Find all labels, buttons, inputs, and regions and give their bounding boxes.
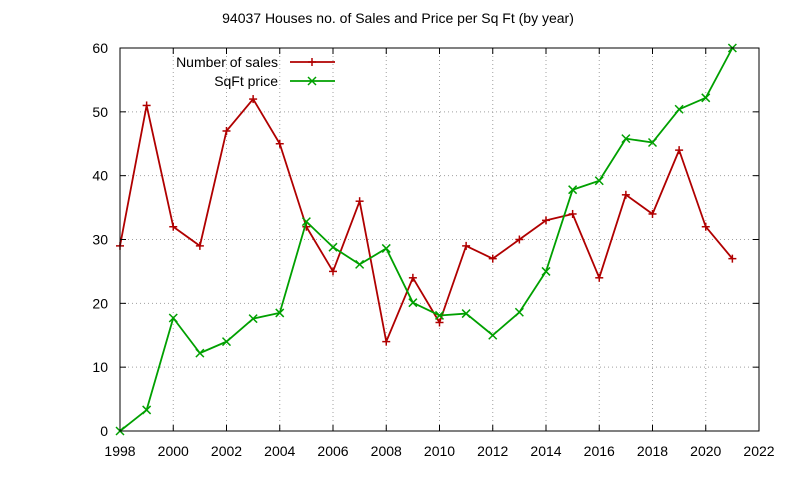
legend-label: Number of sales: [176, 54, 278, 70]
data-point: [301, 217, 311, 227]
data-point: [515, 235, 524, 244]
data-point: [381, 243, 391, 253]
data-point: [728, 254, 737, 263]
y-tick-label: 60: [92, 40, 108, 56]
series-line: [119, 98, 734, 343]
data-point: [222, 126, 231, 135]
x-tick-label: 2022: [743, 443, 774, 459]
chart-title: 94037 Houses no. of Sales and Price per …: [222, 10, 574, 26]
data-point: [514, 307, 524, 317]
data-point: [434, 310, 445, 320]
data-point: [542, 216, 550, 225]
y-tick-label: 10: [92, 359, 108, 375]
x-tick-label: 2012: [477, 443, 508, 459]
data-point: [595, 273, 604, 282]
data-point: [142, 405, 152, 415]
data-point: [488, 254, 497, 263]
data-point: [275, 139, 284, 148]
data-point: [461, 309, 471, 319]
data-point: [594, 176, 604, 186]
data-point: [221, 337, 232, 347]
data-point: [621, 190, 630, 199]
axes: 1998 2000 2002 2004 2006 2008 2010 2012 2014 2016…: [92, 40, 774, 459]
data-point: [701, 93, 711, 103]
series-line: [119, 47, 734, 432]
series-0: [116, 95, 737, 346]
legend: Number of sales SqFt price: [176, 54, 335, 89]
data-point: [621, 134, 631, 144]
legend-swatch-marker: [307, 76, 317, 86]
y-tick-label: 0: [100, 423, 108, 439]
data-point: [701, 222, 710, 231]
series-layer: [115, 43, 737, 436]
series-1: [115, 43, 737, 436]
plot-frame: [119, 47, 760, 432]
data-point: [568, 185, 578, 195]
x-tick-label: 2010: [424, 443, 455, 459]
x-tick-label: 2016: [584, 443, 615, 459]
x-tick-label: 2000: [158, 443, 189, 459]
data-point: [647, 137, 658, 148]
x-tick-label: 2018: [637, 443, 668, 459]
x-tick-label: 2008: [371, 443, 402, 459]
grid: [120, 48, 759, 431]
data-point: [648, 209, 657, 218]
data-point: [408, 298, 418, 308]
data-point: [568, 209, 577, 218]
data-point: [329, 267, 337, 276]
x-tick-label: 2006: [317, 443, 348, 459]
data-point: [142, 101, 151, 110]
data-point: [674, 104, 684, 114]
data-point: [168, 313, 178, 323]
data-point: [541, 266, 551, 276]
data-point: [408, 273, 417, 282]
data-point: [382, 337, 391, 346]
data-point: [195, 348, 205, 358]
x-tick-label: 2004: [264, 443, 295, 459]
y-tick-label: 20: [92, 295, 108, 311]
data-point: [488, 330, 498, 340]
data-point: [169, 222, 178, 231]
x-tick-label: 2002: [211, 443, 242, 459]
data-point: [355, 259, 365, 269]
x-tick-label: 2020: [690, 443, 721, 459]
y-tick-label: 30: [92, 232, 108, 248]
data-point: [195, 241, 204, 250]
legend-label: SqFt price: [214, 73, 278, 89]
y-tick-label: 40: [92, 168, 108, 184]
data-point: [675, 146, 684, 155]
data-point: [355, 197, 364, 206]
data-point: [249, 95, 258, 104]
data-point: [275, 308, 285, 318]
data-point: [248, 314, 258, 324]
x-tick-label: 1998: [104, 443, 135, 459]
legend-swatch-marker: [308, 58, 316, 66]
data-point: [462, 241, 471, 250]
x-tick-label: 2014: [530, 443, 561, 459]
data-point: [435, 318, 444, 327]
y-tick-label: 50: [92, 104, 108, 120]
data-point: [328, 242, 338, 252]
